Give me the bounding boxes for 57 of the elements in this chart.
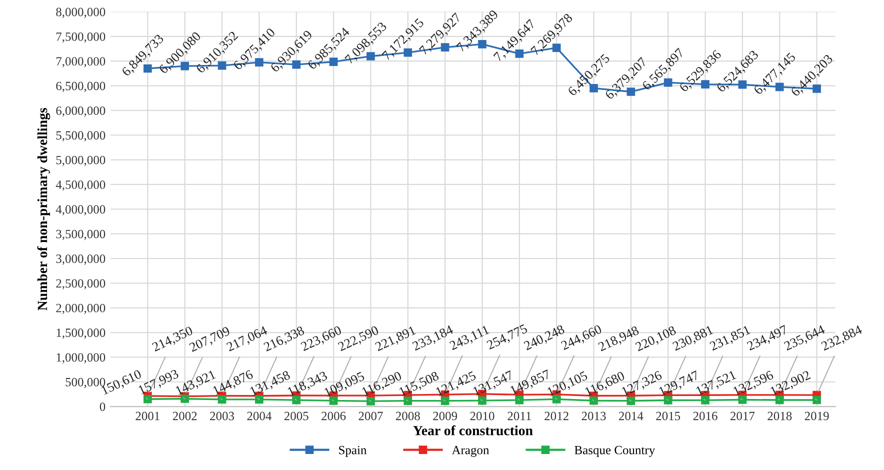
y-tick-label: 7,500,000 xyxy=(56,32,106,43)
point xyxy=(180,394,190,403)
point xyxy=(478,396,486,405)
x-tick-label: 2019 xyxy=(804,412,829,420)
x-tick-label: 2003 xyxy=(210,412,234,420)
y-tick-label: 5,500,000 xyxy=(56,131,106,142)
y-tick-label: 0 xyxy=(100,402,106,412)
y-tick-label: 3,500,000 xyxy=(56,230,106,240)
x-tick-label: 2012 xyxy=(544,412,568,420)
x-axis-title: Year of construction xyxy=(413,425,533,436)
y-tick-label: 6,500,000 xyxy=(56,82,106,92)
point xyxy=(775,396,784,404)
legend-label: Spain xyxy=(339,446,367,457)
point xyxy=(515,396,524,404)
point xyxy=(329,396,338,405)
x-tick-label: 2017 xyxy=(730,412,755,420)
x-tick-label: 2016 xyxy=(693,412,718,420)
x-tick-label: 2007 xyxy=(358,412,383,420)
x-tick-label: 2004 xyxy=(247,412,272,420)
x-tick-label: 2010 xyxy=(470,412,494,420)
y-tick-label: 2,000,000 xyxy=(56,304,106,314)
point xyxy=(218,395,226,404)
y-tick-label: 1,000,000 xyxy=(56,353,106,364)
point xyxy=(664,396,672,404)
y-tick-label: 5,000,000 xyxy=(56,156,106,166)
point xyxy=(366,397,375,406)
point xyxy=(292,396,301,404)
point xyxy=(590,396,598,405)
y-tick-label: 2,500,000 xyxy=(56,279,106,290)
y-tick-label: 1,500,000 xyxy=(56,328,106,339)
x-tick-label: 2015 xyxy=(656,412,680,420)
x-tick-label: 2014 xyxy=(618,412,644,420)
x-tick-label: 2018 xyxy=(768,412,792,420)
y-tick-label: 7,000,000 xyxy=(56,57,106,68)
legend-label: Basque Country xyxy=(574,446,656,457)
y-tick-label: 4,500,000 xyxy=(56,180,106,191)
point xyxy=(144,394,152,404)
point xyxy=(440,396,450,406)
x-tick-label: 2005 xyxy=(284,412,308,420)
x-tick-label: 2006 xyxy=(322,412,346,420)
point xyxy=(738,396,747,404)
x-tick-label: 2001 xyxy=(136,412,160,420)
y-tick-label: 6,000,000 xyxy=(56,106,106,117)
x-tick-label: 2008 xyxy=(396,412,420,420)
point xyxy=(812,396,821,404)
legend-label: Aragon xyxy=(452,446,490,457)
x-tick-label: 2002 xyxy=(172,412,197,420)
point xyxy=(701,396,710,404)
x-tick-label: 2013 xyxy=(582,412,606,420)
y-tick-label: 3,000,000 xyxy=(56,254,106,265)
x-tick-label: 2009 xyxy=(433,412,458,420)
point xyxy=(626,396,636,405)
x-tick-label: 2011 xyxy=(508,412,531,420)
y-tick-label: 8,000,000 xyxy=(56,8,106,18)
y-tick-label: 4,000,000 xyxy=(56,205,106,216)
point xyxy=(404,396,412,405)
y-axis-title: Number of non-primary dwellings xyxy=(37,108,50,310)
